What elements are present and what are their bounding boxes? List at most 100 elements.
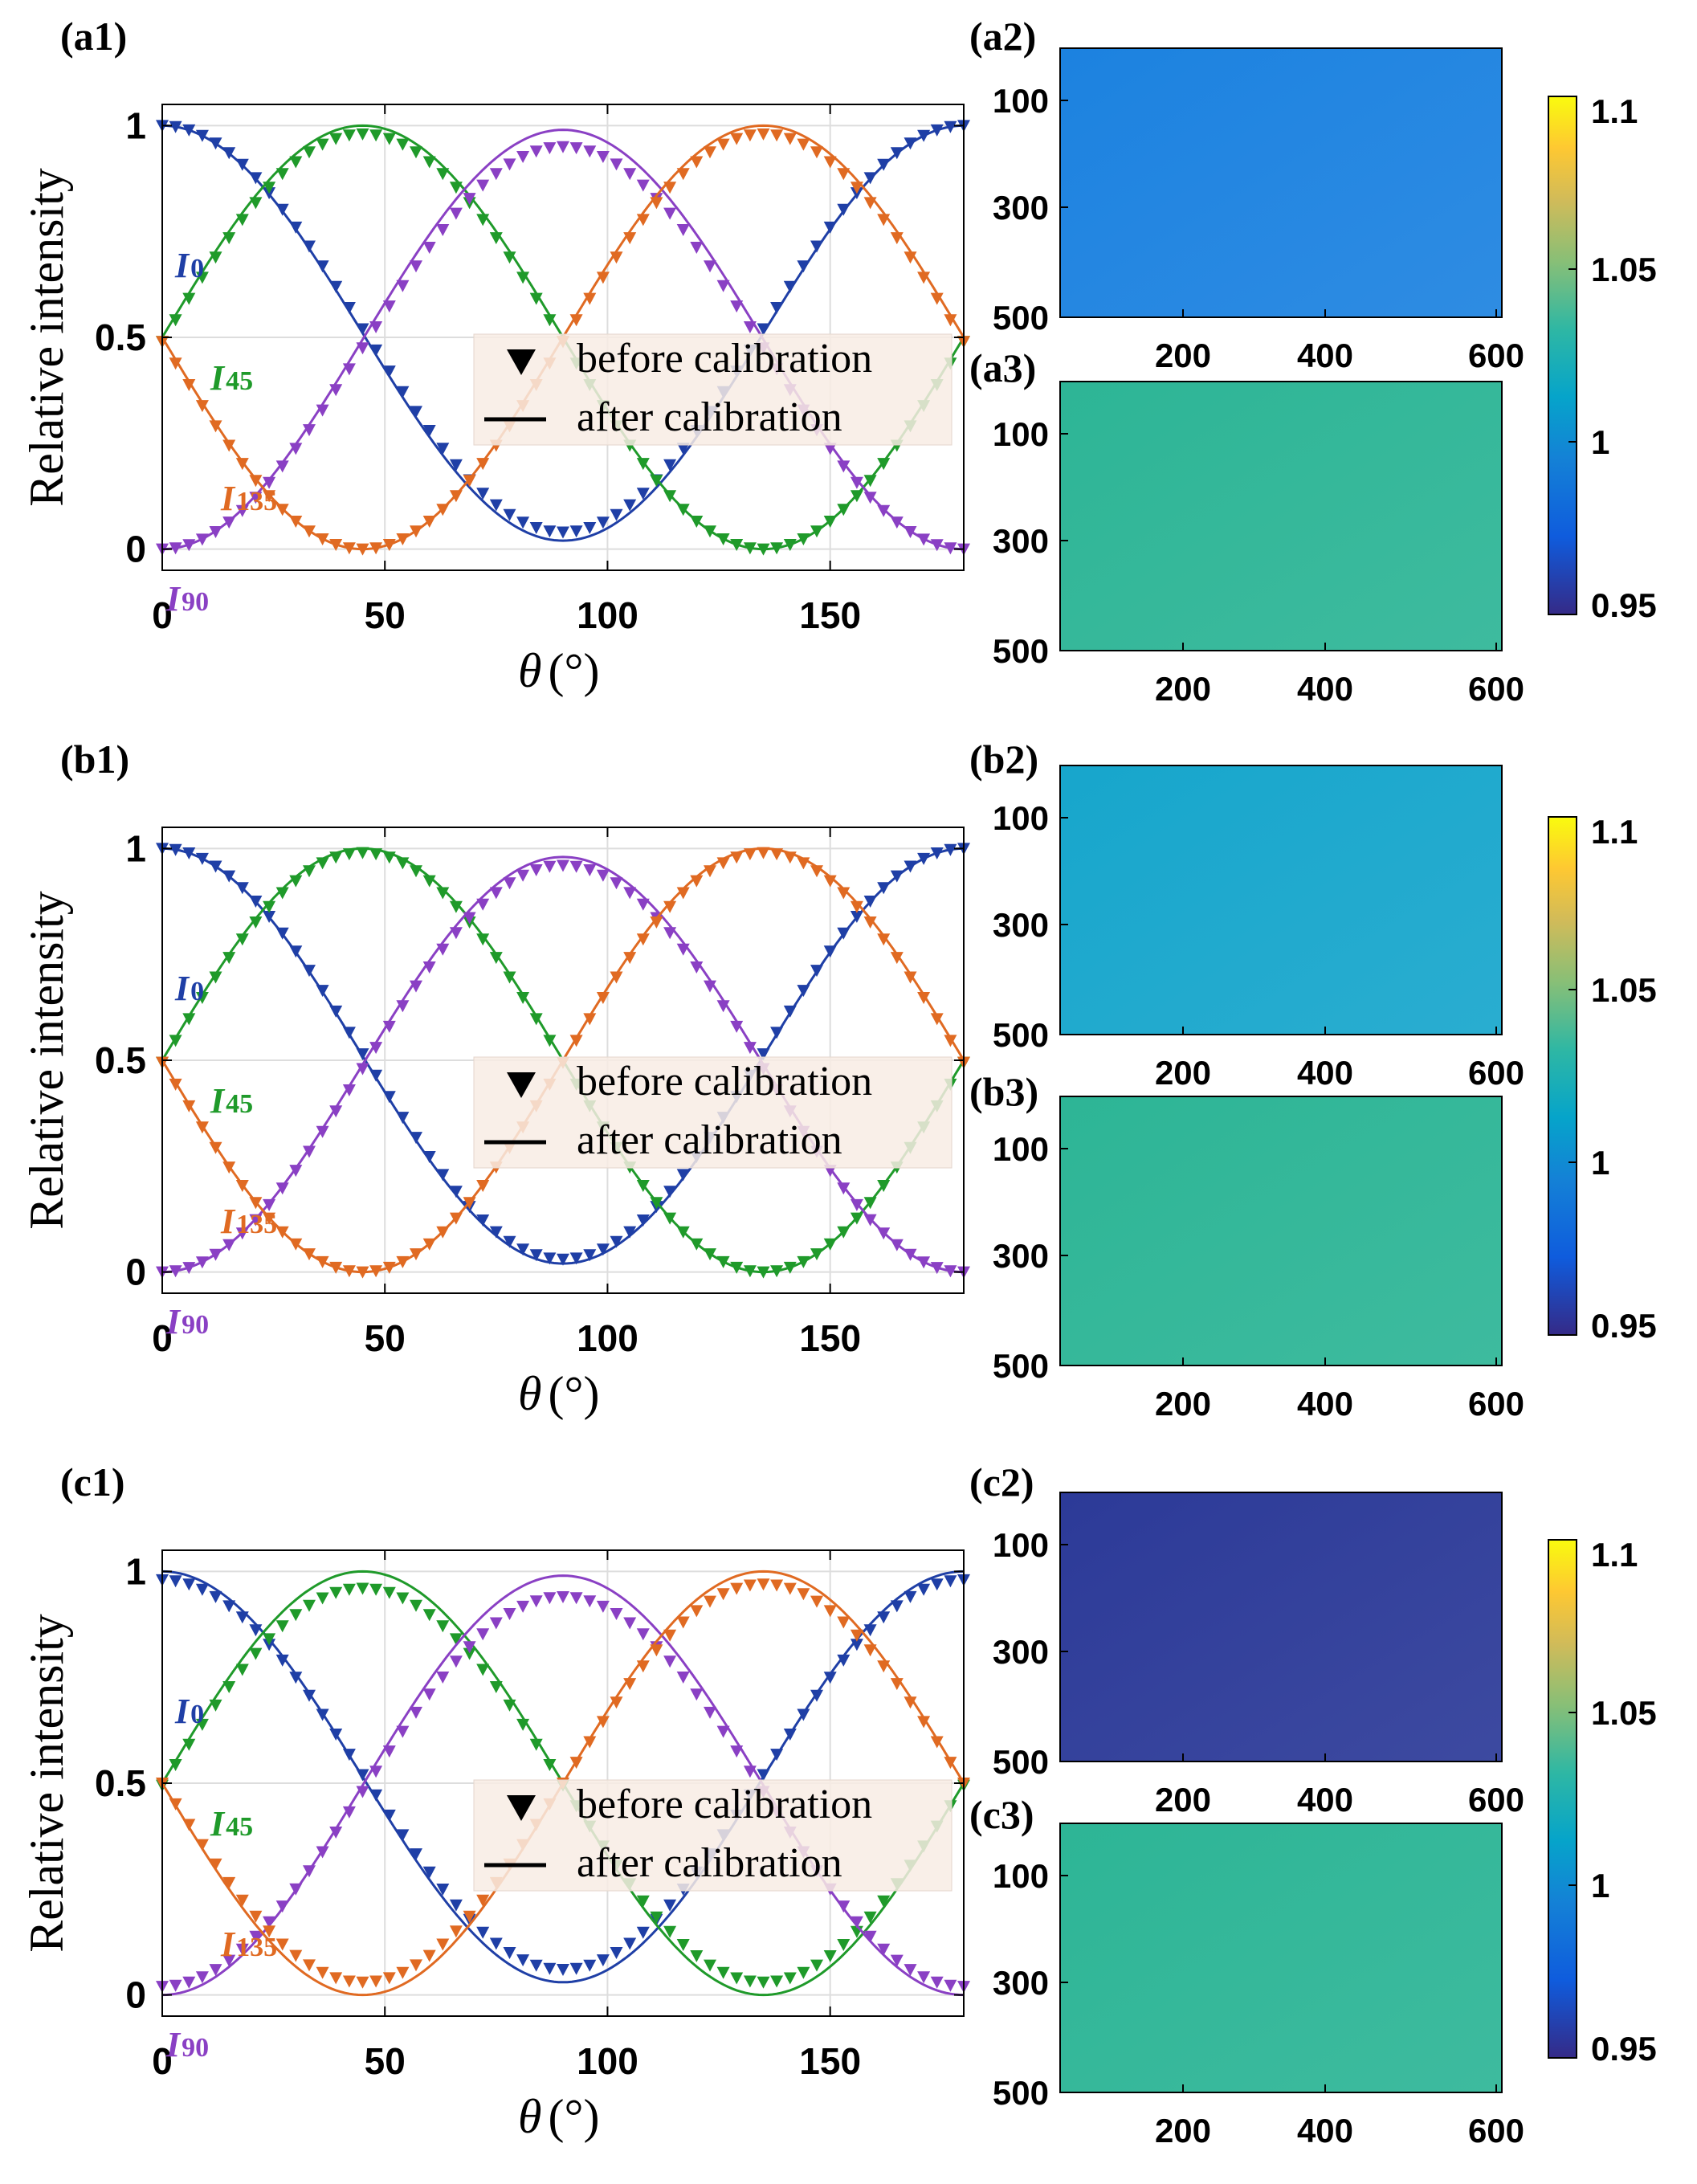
before-marker: [182, 1262, 196, 1275]
before-marker: [676, 168, 690, 181]
heatmap-frame: [1059, 765, 1503, 1035]
x-axis-symbol: θ: [518, 644, 541, 697]
before-marker: [436, 887, 450, 900]
before-marker: [797, 1255, 810, 1268]
before-marker: [329, 1005, 343, 1018]
heatmap-x-tick-label: 200: [1155, 670, 1211, 708]
before-marker: [904, 137, 917, 150]
curve-label-I0: I0: [174, 246, 204, 285]
before-marker: [636, 214, 650, 227]
before-marker: [770, 1749, 784, 1761]
before-marker: [770, 1027, 784, 1039]
colorbar-tick-label: 0.95: [1591, 586, 1657, 624]
before-marker: [704, 1706, 716, 1719]
before-marker: [704, 980, 716, 993]
before-marker: [704, 865, 716, 878]
before-marker: [422, 1688, 436, 1701]
before-marker: [195, 400, 209, 413]
x-tick-label: 150: [799, 594, 861, 636]
curve-label-I90: I90: [165, 1302, 209, 1341]
before-marker: [489, 1681, 503, 1693]
before-marker: [382, 1091, 396, 1104]
before-marker: [422, 1238, 436, 1251]
panel-label: (a1): [60, 14, 127, 59]
curve-label-I135: I135: [220, 479, 277, 518]
before-marker: [850, 911, 863, 923]
before-marker: [676, 224, 690, 236]
before-marker: [289, 945, 303, 958]
before-marker: [837, 1182, 851, 1195]
before-marker: [263, 490, 276, 503]
before-marker: [289, 1165, 303, 1178]
before-marker: [890, 1600, 904, 1613]
legend: before calibration after calibration: [473, 1779, 953, 1892]
before-marker: [636, 179, 650, 192]
before-marker: [596, 151, 610, 163]
before-marker: [730, 1020, 744, 1033]
before-marker: [783, 280, 797, 293]
before-marker: [410, 865, 422, 878]
before-marker: [783, 539, 797, 551]
before-marker: [783, 851, 797, 864]
before-marker: [690, 156, 704, 169]
y-tick-label: 0: [125, 1974, 146, 2016]
before-marker: [650, 916, 663, 929]
before-marker: [169, 1979, 182, 1992]
before-marker: [557, 1253, 569, 1266]
before-marker: [543, 314, 557, 327]
before-marker: [209, 1699, 222, 1712]
before-marker: [169, 1265, 182, 1278]
before-marker: [610, 971, 623, 984]
before-marker: [476, 1214, 490, 1227]
colorbar-3: 1.1 1.05 1 0.95: [1548, 1536, 1657, 2068]
before-marker: [863, 1644, 877, 1657]
before-marker: [529, 522, 543, 534]
colorbar-tick-label: 1: [1591, 1867, 1609, 1904]
colorbar-tick-label: 1.05: [1591, 1694, 1657, 1732]
curve-label-sub: 45: [226, 366, 253, 396]
before-marker: [716, 857, 730, 870]
before-marker: [583, 864, 597, 876]
before-marker: [610, 1235, 623, 1248]
before-marker: [837, 1616, 851, 1629]
before-marker: [289, 516, 303, 528]
before-marker: [222, 1954, 236, 1967]
curve-label-I45: I45: [210, 1081, 253, 1121]
before-marker: [249, 197, 263, 210]
heatmap-y-tick-label: 100: [993, 1526, 1049, 1564]
before-marker: [410, 1848, 422, 1861]
heatmap-y-tick-label: 100: [993, 1130, 1049, 1168]
before-marker: [422, 961, 436, 974]
before-marker: [557, 526, 569, 539]
y-tick-label: 1: [125, 104, 146, 146]
heatmap-panel-label: (b2): [969, 737, 1038, 782]
before-marker: [476, 1628, 490, 1641]
before-marker: [917, 852, 931, 865]
before-marker: [396, 533, 410, 545]
before-marker: [716, 1255, 730, 1268]
before-marker: [303, 1959, 316, 1972]
before-marker: [169, 1575, 182, 1588]
before-marker: [169, 314, 182, 327]
before-marker: [249, 172, 263, 185]
before-marker: [890, 516, 904, 529]
before-marker: [623, 232, 637, 245]
before-marker: [636, 898, 650, 911]
before-marker: [636, 933, 650, 946]
before-marker: [396, 1592, 410, 1605]
colorbar-tick-label: 1: [1591, 423, 1609, 461]
before-marker: [235, 1227, 249, 1240]
before-marker: [850, 490, 863, 503]
curve-label-I45: I45: [210, 1804, 253, 1843]
before-marker: [569, 1592, 583, 1605]
x-tick-label: 0: [152, 594, 173, 636]
before-marker: [529, 1595, 543, 1608]
before-marker: [235, 1611, 249, 1624]
before-marker: [410, 1706, 422, 1719]
before-marker: [316, 1592, 329, 1605]
before-marker: [623, 952, 637, 965]
heatmap-image: [1060, 382, 1502, 651]
before-marker: [650, 1911, 663, 1924]
before-marker: [303, 525, 316, 538]
before-marker: [944, 843, 957, 856]
